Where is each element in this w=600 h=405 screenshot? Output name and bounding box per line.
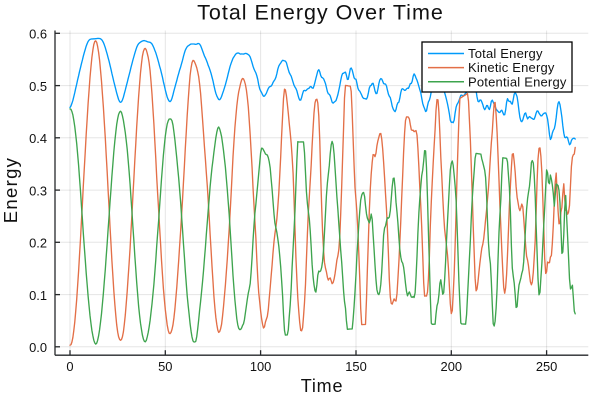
svg-text:200: 200 <box>441 359 463 374</box>
svg-text:Time: Time <box>301 376 344 396</box>
svg-text:0.2: 0.2 <box>29 236 47 251</box>
svg-text:Energy: Energy <box>0 157 21 223</box>
svg-text:0.4: 0.4 <box>29 131 47 146</box>
svg-text:Total Energy Over Time: Total Energy Over Time <box>197 1 444 25</box>
svg-text:0.6: 0.6 <box>29 27 47 42</box>
svg-text:0: 0 <box>66 359 73 374</box>
svg-text:250: 250 <box>536 359 558 374</box>
svg-text:0.0: 0.0 <box>29 340 47 355</box>
svg-text:100: 100 <box>250 359 272 374</box>
svg-text:150: 150 <box>345 359 367 374</box>
svg-text:50: 50 <box>158 359 172 374</box>
svg-text:Potential Energy: Potential Energy <box>468 74 567 89</box>
svg-text:0.3: 0.3 <box>29 184 47 199</box>
svg-text:Total Energy: Total Energy <box>468 46 543 61</box>
svg-text:0.1: 0.1 <box>29 288 47 303</box>
svg-text:Kinetic Energy: Kinetic Energy <box>468 60 555 75</box>
svg-text:0.5: 0.5 <box>29 79 47 94</box>
